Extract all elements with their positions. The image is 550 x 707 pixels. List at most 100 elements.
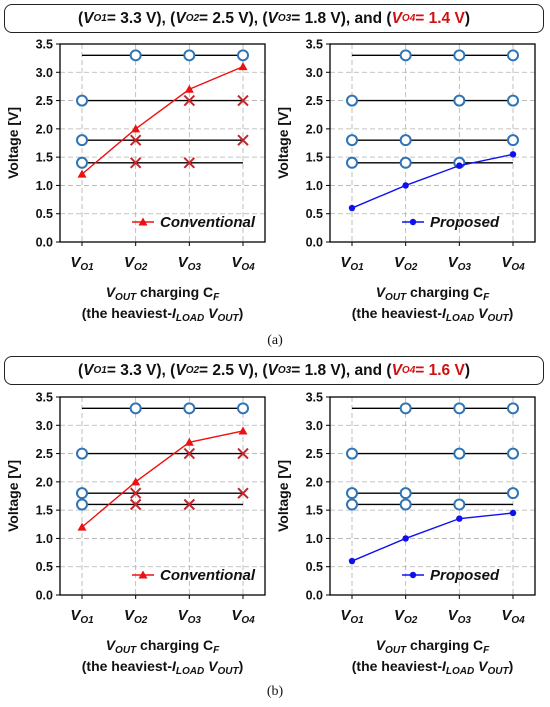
x-tick-label-main: V xyxy=(448,607,460,624)
x-axis-label-part: charging C xyxy=(406,637,483,653)
x-tick-label-main: V xyxy=(231,607,243,624)
x-tick-label-main: V xyxy=(178,254,190,271)
x-tick-label-main: V xyxy=(340,254,352,271)
x-tick-label-main: V xyxy=(394,607,406,624)
failed-cross-marker xyxy=(183,498,196,511)
x-tick-label: VO3 xyxy=(178,254,202,273)
failed-cross-marker xyxy=(129,157,142,169)
header-text-part: O4 xyxy=(401,13,416,24)
x-axis-label-part: V xyxy=(208,658,219,674)
regulated-circle-marker xyxy=(399,134,412,147)
regulated-circle-marker xyxy=(76,447,88,460)
x-tick-label: VO1 xyxy=(340,254,364,273)
x-tick-label-main: V xyxy=(70,607,82,624)
x-axis-label-part: V xyxy=(106,284,117,300)
x-tick-label-main: V xyxy=(501,607,513,624)
x-tick-label-main: V xyxy=(231,254,243,271)
regulated-circle-marker xyxy=(507,447,519,460)
x-tick-label-sub: O2 xyxy=(404,262,418,273)
x-axis-label-line1: VOUT charging CF xyxy=(106,284,220,303)
x-tick-label-sub: O3 xyxy=(458,262,472,273)
x-tick-label-sub: O3 xyxy=(188,615,202,626)
header-text-part: = 1.6 V xyxy=(415,361,465,379)
header-text-part: ) xyxy=(464,361,470,379)
x-axis-label-part: F xyxy=(483,292,490,303)
x-axis-label-part: F xyxy=(483,645,490,656)
x-tick-label-main: V xyxy=(70,254,82,271)
x-axis-label-part: LOAD xyxy=(176,666,204,677)
y-tick-label: 1.5 xyxy=(36,151,53,165)
series-line xyxy=(81,65,244,175)
y-tick-label: 2.0 xyxy=(306,475,323,489)
figure-a-header: (V O1 = 3.3 V), (V O2 = 2.5 V), (V O3 = 1.8… xyxy=(4,4,544,33)
header-text-part: = 1.8 V), and ( xyxy=(291,9,392,27)
regulated-circle-marker xyxy=(129,49,142,62)
series-line xyxy=(351,512,514,562)
regulated-circle-marker xyxy=(346,134,358,147)
x-tick-label: VO2 xyxy=(394,254,418,273)
x-axis-label-part: ) xyxy=(509,305,514,321)
plot-frame xyxy=(59,43,266,243)
x-axis-label-line2: (the heaviest-ILOAD VOUT) xyxy=(352,305,514,324)
x-axis-label-part: V xyxy=(208,305,219,321)
legend-swatch-marker xyxy=(409,218,417,226)
y-tick-label: 0.5 xyxy=(36,207,53,221)
series-point-dot xyxy=(509,509,517,517)
x-axis-label-line1: VOUT charging CF xyxy=(376,637,490,656)
regulated-circle-marker xyxy=(183,49,196,62)
y-axis-label: Voltage [V] xyxy=(275,107,291,179)
plot-frame xyxy=(329,43,536,243)
x-tick-label: VO3 xyxy=(448,607,472,626)
y-tick-label: 1.5 xyxy=(36,504,53,518)
series-point-dot xyxy=(402,182,409,189)
legend-swatch-marker xyxy=(409,571,417,579)
y-tick-label: 0.0 xyxy=(36,236,53,250)
y-axis-label: Voltage [V] xyxy=(5,460,21,532)
plot-frame xyxy=(329,396,536,596)
x-axis-label-part: I xyxy=(172,305,177,321)
regulated-circle-marker xyxy=(346,94,358,107)
regulated-circle-marker xyxy=(237,49,249,62)
x-axis-label-part: F xyxy=(213,645,220,656)
header-text-part: ) xyxy=(464,9,470,27)
caption-b: (b) xyxy=(266,684,284,699)
x-tick-label-sub: O1 xyxy=(80,262,94,273)
x-axis-label-part: I xyxy=(442,658,447,674)
regulated-circle-marker xyxy=(453,94,466,107)
series-point-dot xyxy=(402,535,409,542)
x-axis-label-part: OUT xyxy=(115,645,137,656)
series-point-dot xyxy=(348,557,356,565)
x-tick-label: VO3 xyxy=(448,254,472,273)
x-axis-label-part: (the heaviest- xyxy=(352,658,443,674)
y-tick-label: 0.5 xyxy=(36,560,53,574)
y-tick-label: 2.0 xyxy=(306,122,323,136)
x-tick-label-main: V xyxy=(124,254,136,271)
y-tick-label: 3.5 xyxy=(36,38,53,52)
x-tick-label: VO2 xyxy=(394,607,418,626)
failed-cross-marker xyxy=(183,447,196,460)
series-line xyxy=(351,153,514,209)
failed-cross-marker xyxy=(129,134,142,146)
x-axis-label-part: (the heaviest- xyxy=(82,305,173,321)
y-tick-label: 1.0 xyxy=(36,179,53,193)
y-tick-label: 0.0 xyxy=(36,589,53,603)
legend-label: Proposed xyxy=(430,214,500,231)
x-tick-label: VO3 xyxy=(178,607,202,626)
y-tick-label: 2.5 xyxy=(36,94,53,108)
legend-label: Proposed xyxy=(430,567,500,584)
regulated-circle-marker xyxy=(129,402,142,415)
header-text-part: V xyxy=(175,361,186,379)
series-point-triangle xyxy=(77,169,87,178)
x-tick-label: VO1 xyxy=(70,607,94,626)
series-point-dot xyxy=(348,204,356,212)
series-point-triangle xyxy=(184,84,194,93)
y-tick-label: 3.0 xyxy=(306,66,323,80)
legend-swatch-marker xyxy=(138,217,148,226)
x-axis-label-part: LOAD xyxy=(446,666,474,677)
regulated-circle-marker xyxy=(76,156,88,169)
regulated-circle-marker xyxy=(453,498,466,511)
x-tick-label-sub: O4 xyxy=(511,615,525,626)
failed-cross-marker xyxy=(129,487,142,499)
